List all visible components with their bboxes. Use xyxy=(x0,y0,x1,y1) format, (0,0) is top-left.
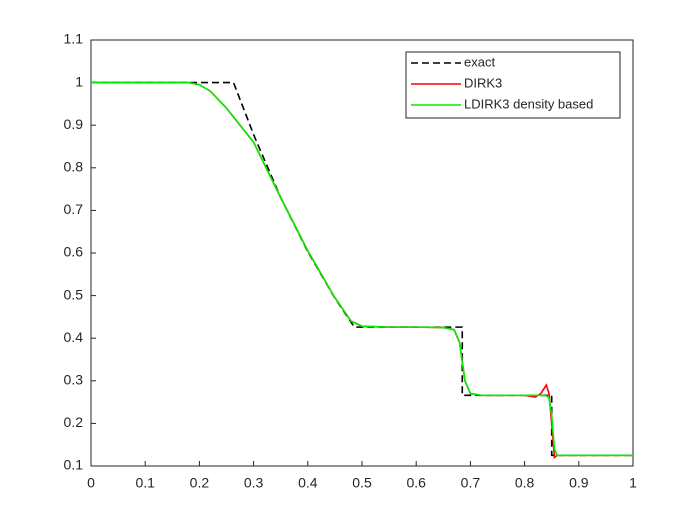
legend-label: LDIRK3 density based xyxy=(464,96,593,111)
series-line xyxy=(91,81,633,457)
x-tick-label: 0.1 xyxy=(135,475,155,491)
y-tick-label: 0.6 xyxy=(64,244,84,260)
x-tick-label: 0.7 xyxy=(461,475,481,491)
x-tick-label: 0.5 xyxy=(352,475,372,491)
x-tick-label: 0.3 xyxy=(244,475,264,491)
x-tick-label: 0.6 xyxy=(406,475,426,491)
x-tick-label: 1 xyxy=(629,475,637,491)
y-tick-label: 0.9 xyxy=(64,116,84,132)
y-tick-label: 1.1 xyxy=(64,31,84,47)
x-tick-label: 0.4 xyxy=(298,475,318,491)
y-tick-label: 0.4 xyxy=(64,329,84,345)
x-tick-label: 0.9 xyxy=(569,475,589,491)
legend-box xyxy=(405,51,621,119)
y-tick-label: 0.1 xyxy=(64,457,84,473)
y-tick-label: 1 xyxy=(75,73,83,89)
x-tick-label: 0.2 xyxy=(190,475,210,491)
x-tick-label: 0.8 xyxy=(515,475,535,491)
legend-label: DIRK3 xyxy=(464,75,502,90)
legend-label: exact xyxy=(464,54,495,69)
y-tick-label: 0.5 xyxy=(64,286,84,302)
y-tick-label: 0.7 xyxy=(64,201,84,217)
y-tick-label: 0.2 xyxy=(64,414,84,430)
x-tick-label: 0 xyxy=(87,475,95,491)
y-tick-label: 0.3 xyxy=(64,372,84,388)
y-tick-label: 0.8 xyxy=(64,159,84,175)
